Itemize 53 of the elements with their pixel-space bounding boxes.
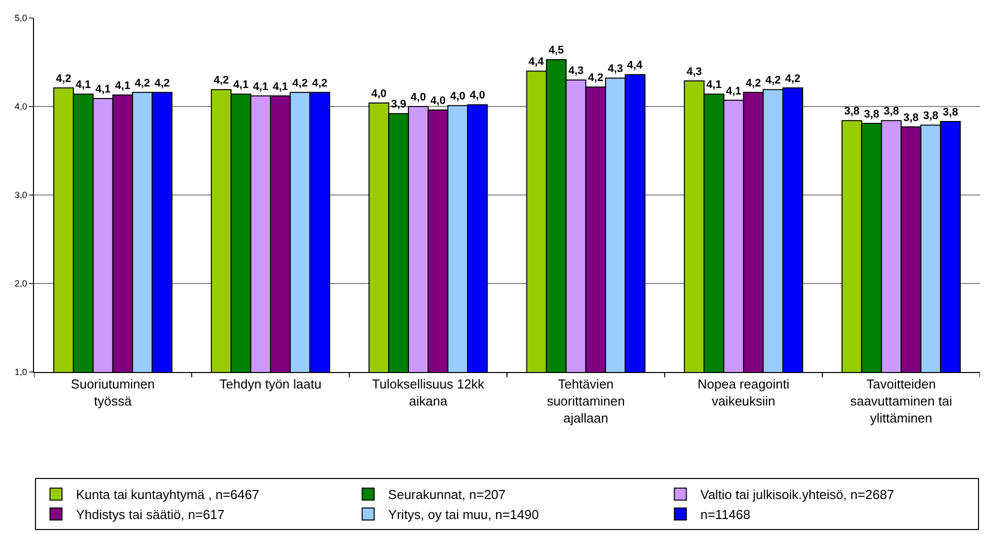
data-label: 3,8 <box>923 110 938 122</box>
y-tick-label: 4,0 <box>14 102 28 112</box>
legend-label: Yhdistys tai säätiö, n=617 <box>76 507 225 522</box>
data-label: 4,2 <box>56 72 72 85</box>
data-label: 3,9 <box>390 98 406 111</box>
data-label: 4,2 <box>765 74 781 87</box>
data-label: 4,1 <box>95 84 111 96</box>
data-label: 4,0 <box>470 90 486 102</box>
data-label: 4,2 <box>312 77 328 90</box>
data-label: 4,5 <box>548 44 564 57</box>
data-label: 4,2 <box>746 77 762 90</box>
data-label: 4,3 <box>686 66 702 78</box>
data-label: 4,2 <box>154 77 170 90</box>
data-label: 4,1 <box>233 79 249 92</box>
data-label: 4,2 <box>292 77 308 90</box>
data-label: 4,1 <box>726 85 742 98</box>
y-tick-label: 3,0 <box>14 190 28 200</box>
x-tick-label: Tavoitteiden saavuttaminen tai ylittäminen <box>850 376 952 426</box>
data-label: 4,1 <box>272 80 288 93</box>
legend-label: Yritys, oy tai muu, n=1490 <box>388 507 539 522</box>
data-label: 4,3 <box>608 63 624 76</box>
data-label: 3,8 <box>903 112 919 124</box>
data-label: 4,2 <box>785 72 800 85</box>
x-tick-label: Suoriutuminen työssä <box>70 376 155 408</box>
data-label: 4,3 <box>568 64 584 77</box>
x-tick-label: Tehdyn työn laatu <box>220 376 322 392</box>
data-label: 3,8 <box>942 106 958 119</box>
data-label: 4,1 <box>115 80 130 92</box>
y-tick-label: 5,0 <box>14 13 28 24</box>
data-label: 4,0 <box>430 95 446 108</box>
data-label: 4,2 <box>134 77 150 90</box>
data-label: 4,1 <box>706 79 722 92</box>
legend-label: Seurakunnat, n=207 <box>388 487 506 502</box>
data-label: 4,4 <box>627 60 644 72</box>
data-label: 3,8 <box>884 106 899 118</box>
data-label: 4,2 <box>214 74 229 87</box>
legend-label: Valtio tai julkisoik.yhteisö, n=2687 <box>700 487 894 502</box>
data-label: 4,1 <box>252 80 268 93</box>
data-label: 4,1 <box>76 79 91 92</box>
data-label: 4,2 <box>588 72 604 84</box>
x-tick-label: Nopea reagointi vaikeuksiin <box>698 376 790 408</box>
x-tick-label: Tuloksellisuus 12kk aikana <box>372 376 485 408</box>
x-tick-label: Tehtävien suorittaminen ajallaan <box>546 376 625 426</box>
data-label: 4,0 <box>450 90 466 103</box>
data-label: 4,0 <box>410 92 426 104</box>
legend-label: Kunta tai kuntayhtymä , n=6467 <box>76 487 260 502</box>
legend-label: n=11468 <box>700 507 750 522</box>
y-tick-label: 1,0 <box>14 367 28 378</box>
y-tick-label: 2,0 <box>14 278 28 289</box>
data-label: 3,8 <box>844 106 860 118</box>
data-label: 4,0 <box>371 88 387 100</box>
data-label: 3,8 <box>864 108 880 120</box>
data-label: 4,4 <box>528 56 545 68</box>
